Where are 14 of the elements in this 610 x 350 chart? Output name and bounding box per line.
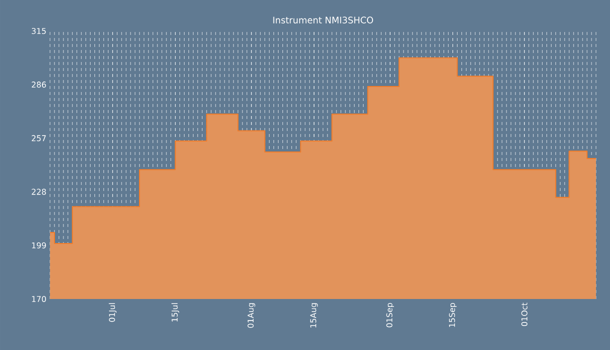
x-tick-label: 01Jul	[108, 303, 116, 322]
y-tick-label: 315	[32, 28, 46, 34]
x-tick-label: 01Sep	[386, 302, 394, 328]
y-tick-label: 170	[32, 296, 46, 302]
x-tick-label: 15Aug	[310, 303, 318, 328]
y-tick-label: 228	[32, 188, 46, 195]
y-tick-label: 257	[32, 135, 46, 142]
x-tick-label: 15Sep	[448, 302, 457, 327]
chart-title: Instrument NMI3SHCO	[273, 16, 374, 24]
y-tick-label: 199	[32, 242, 46, 248]
x-tick-label: 01Aug	[248, 303, 256, 328]
x-tick-label: 01Oct	[521, 302, 528, 326]
y-tick-label: 286	[32, 82, 46, 88]
x-tick-label: 15Jul	[171, 303, 180, 322]
